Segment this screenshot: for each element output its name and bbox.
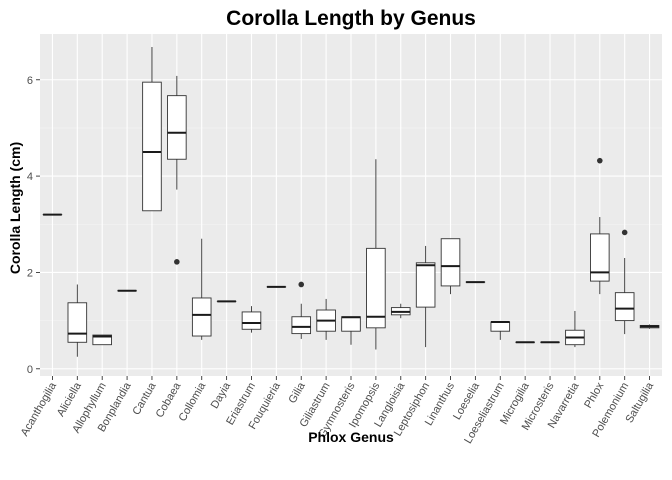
chart-title: Corolla Length by Genus [226,7,476,30]
outlier-point [174,259,180,265]
iqr-box [440,238,461,287]
iqr-box [590,233,610,282]
y-tick-label: 4 [27,171,33,183]
iqr-box [291,316,312,335]
iqr-box [191,297,212,337]
box-eriastrum [241,306,262,333]
y-axis: 0 2 4 6 [27,75,40,376]
x-axis-title: Phlox Genus [308,429,394,445]
outlier-point [597,157,603,164]
outlier-point [298,281,305,288]
box-phlox [590,157,610,295]
box-navarretia [565,310,585,348]
iqr-box [341,316,361,332]
iqr-box [167,95,187,160]
iqr-box [366,247,386,329]
box-collomia [191,238,212,340]
y-tick-label: 0 [27,364,33,376]
iqr-box [142,81,162,212]
iqr-box [490,321,511,332]
box-gilia [291,281,312,339]
y-tick-label: 6 [27,75,33,87]
iqr-box [92,334,112,346]
box-aliciella [67,284,88,357]
box-leptosiphon [415,245,436,348]
box-ipomopsis [366,159,386,350]
box-linanthus [440,238,461,295]
iqr-box [614,292,635,322]
boxes [42,47,660,357]
y-tick-label: 2 [27,267,33,279]
iqr-box [241,311,262,330]
box-saltugilia [639,324,660,329]
box-cantua [142,47,162,212]
box-gymnosteris [341,316,361,345]
iqr-box [67,302,88,343]
box-loeseliastrum [490,321,511,340]
outlier-point [621,229,628,236]
box-allophyllum [92,334,112,346]
box-polemonium [614,229,635,335]
box-langloisia [390,303,411,319]
y-axis-title: Corolla Length (cm) [7,142,23,274]
iqr-box [415,262,436,308]
box-giliastrum [316,298,336,340]
box-cobaea [167,75,187,265]
